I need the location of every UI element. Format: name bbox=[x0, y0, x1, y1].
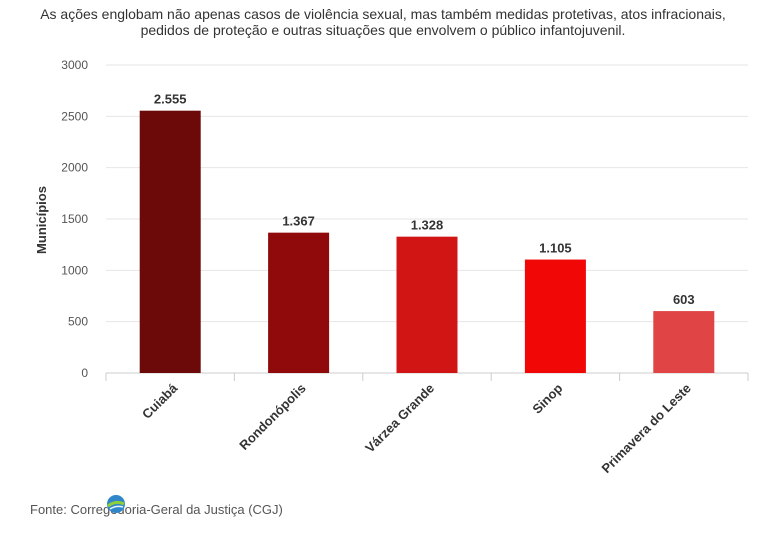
chart-subtitle: As ações englobam não apenas casos de vi… bbox=[40, 6, 726, 38]
x-tick-labels: Cuiabá Rondonópolis Várzea Grande Sinop Prim… bbox=[139, 380, 694, 476]
data-labels: 2.555 1.367 1.328 1.105 603 bbox=[154, 92, 695, 307]
y-tick-label: 1000 bbox=[61, 263, 88, 277]
y-tick-label: 3000 bbox=[61, 58, 88, 72]
bar bbox=[268, 232, 330, 373]
y-tick-label: 2000 bbox=[61, 161, 88, 175]
x-tick-label: Cuiabá bbox=[139, 380, 181, 422]
bar bbox=[524, 259, 586, 373]
bar bbox=[653, 311, 715, 373]
gridlines bbox=[105, 64, 749, 381]
y-tick-label: 2500 bbox=[61, 109, 88, 123]
data-label: 2.555 bbox=[154, 92, 187, 107]
y-tick-labels: 0 500 1000 1500 2000 2500 3000 bbox=[61, 58, 88, 380]
x-tick-label: Várzea Grande bbox=[362, 381, 437, 456]
y-tick-label: 500 bbox=[68, 315, 88, 329]
data-label: 1.328 bbox=[411, 218, 444, 233]
globe-logo-icon bbox=[107, 495, 125, 513]
x-tick-label: Sinop bbox=[529, 380, 565, 416]
y-axis-label: Municípios bbox=[34, 186, 49, 254]
bars bbox=[139, 110, 715, 373]
data-label: 603 bbox=[673, 292, 695, 307]
y-tick-label: 0 bbox=[81, 366, 88, 380]
data-label: 1.105 bbox=[539, 241, 572, 256]
x-tick-label: Rondonópolis bbox=[236, 381, 308, 453]
x-tick-label: Primavera do Leste bbox=[598, 381, 693, 476]
y-tick-label: 1500 bbox=[61, 212, 88, 226]
bar bbox=[139, 110, 201, 373]
data-label: 1.367 bbox=[282, 214, 315, 229]
bar bbox=[396, 236, 458, 373]
source-note: Fonte: Corregedoria-Geral da Justiça (CG… bbox=[30, 502, 283, 517]
